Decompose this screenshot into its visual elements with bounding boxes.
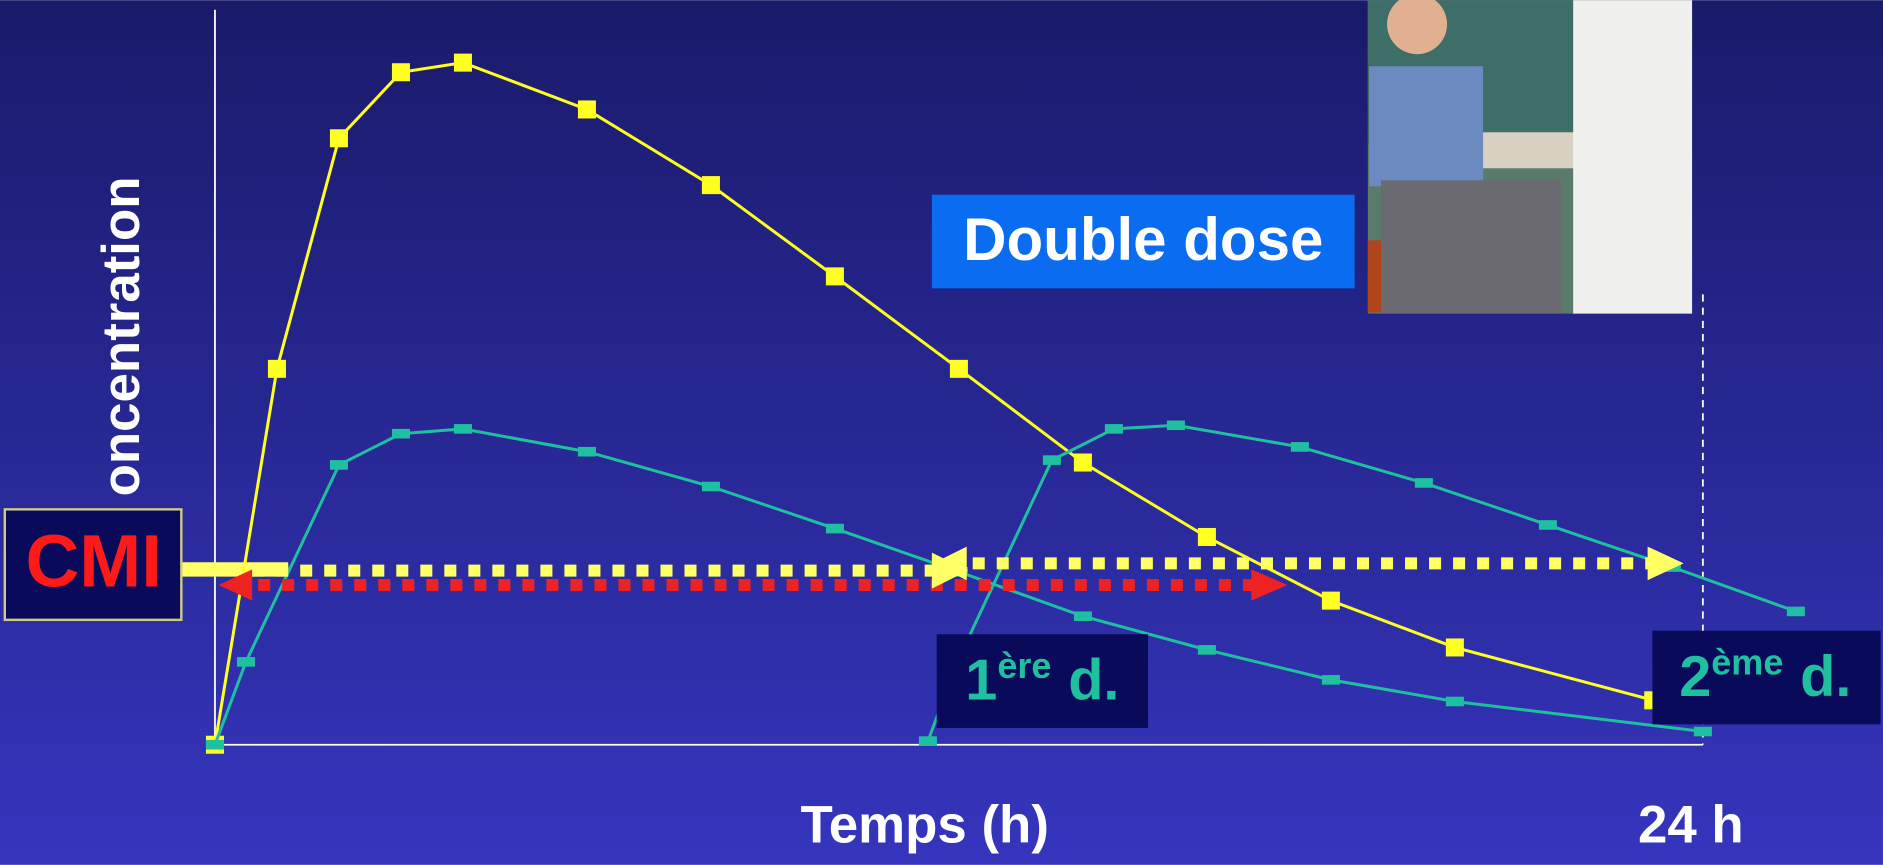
cmi-box [3, 508, 183, 622]
point-marker [1073, 611, 1092, 622]
point-marker [236, 657, 255, 667]
point-marker [1073, 453, 1092, 472]
series-line [213, 427, 1704, 746]
double-dose-box [931, 194, 1355, 289]
point-marker [1197, 645, 1216, 655]
second-dose-box [1652, 630, 1881, 725]
point-marker [1321, 591, 1340, 610]
point-marker [701, 176, 720, 195]
point-marker [453, 424, 472, 434]
point-marker [1786, 606, 1805, 617]
point-marker [1197, 527, 1216, 546]
first-dose-box [936, 634, 1149, 728]
point-marker [825, 523, 844, 534]
point-marker [1104, 424, 1123, 434]
duration-arrows [218, 546, 1684, 601]
point-marker [825, 267, 844, 286]
dose-number: 1 [965, 649, 997, 713]
point-marker [453, 53, 472, 72]
point-marker [267, 359, 286, 378]
point-marker [391, 63, 410, 82]
x-end-label: 24 h [1638, 796, 1744, 855]
dose-sup: ère [997, 644, 1051, 685]
photo [1367, 0, 1693, 314]
point-marker [918, 736, 937, 746]
dose-number: 2 [1679, 645, 1711, 709]
point-marker [577, 100, 596, 119]
x-axis-label: Temps (h) [800, 796, 1048, 855]
point-marker [1445, 638, 1464, 657]
dose-sup: ème [1711, 641, 1783, 682]
point-marker [1693, 726, 1712, 737]
dose-suffix: d. [1068, 649, 1119, 713]
point-marker [1290, 442, 1309, 452]
dose-suffix: d. [1800, 645, 1851, 709]
point-marker [329, 460, 348, 470]
y-axis-label: oncentration [92, 176, 151, 496]
first-dose-label: 1ère d. [965, 644, 1119, 713]
double-dose-label: Double dose [963, 206, 1323, 273]
series-line [213, 61, 1654, 745]
point-marker [1042, 455, 1061, 465]
point-marker [701, 481, 720, 492]
point-marker [329, 129, 348, 148]
second-dose-label: 2ème d. [1679, 641, 1851, 710]
point-marker [391, 428, 410, 439]
point-marker [1538, 520, 1557, 530]
point-marker [949, 359, 968, 378]
cmi-label: CMI [25, 520, 161, 603]
point-marker [577, 446, 596, 457]
point-marker [1321, 675, 1340, 685]
point-marker [1414, 478, 1433, 488]
point-marker [205, 739, 224, 750]
point-marker [1166, 420, 1185, 431]
point-marker [1445, 696, 1464, 707]
